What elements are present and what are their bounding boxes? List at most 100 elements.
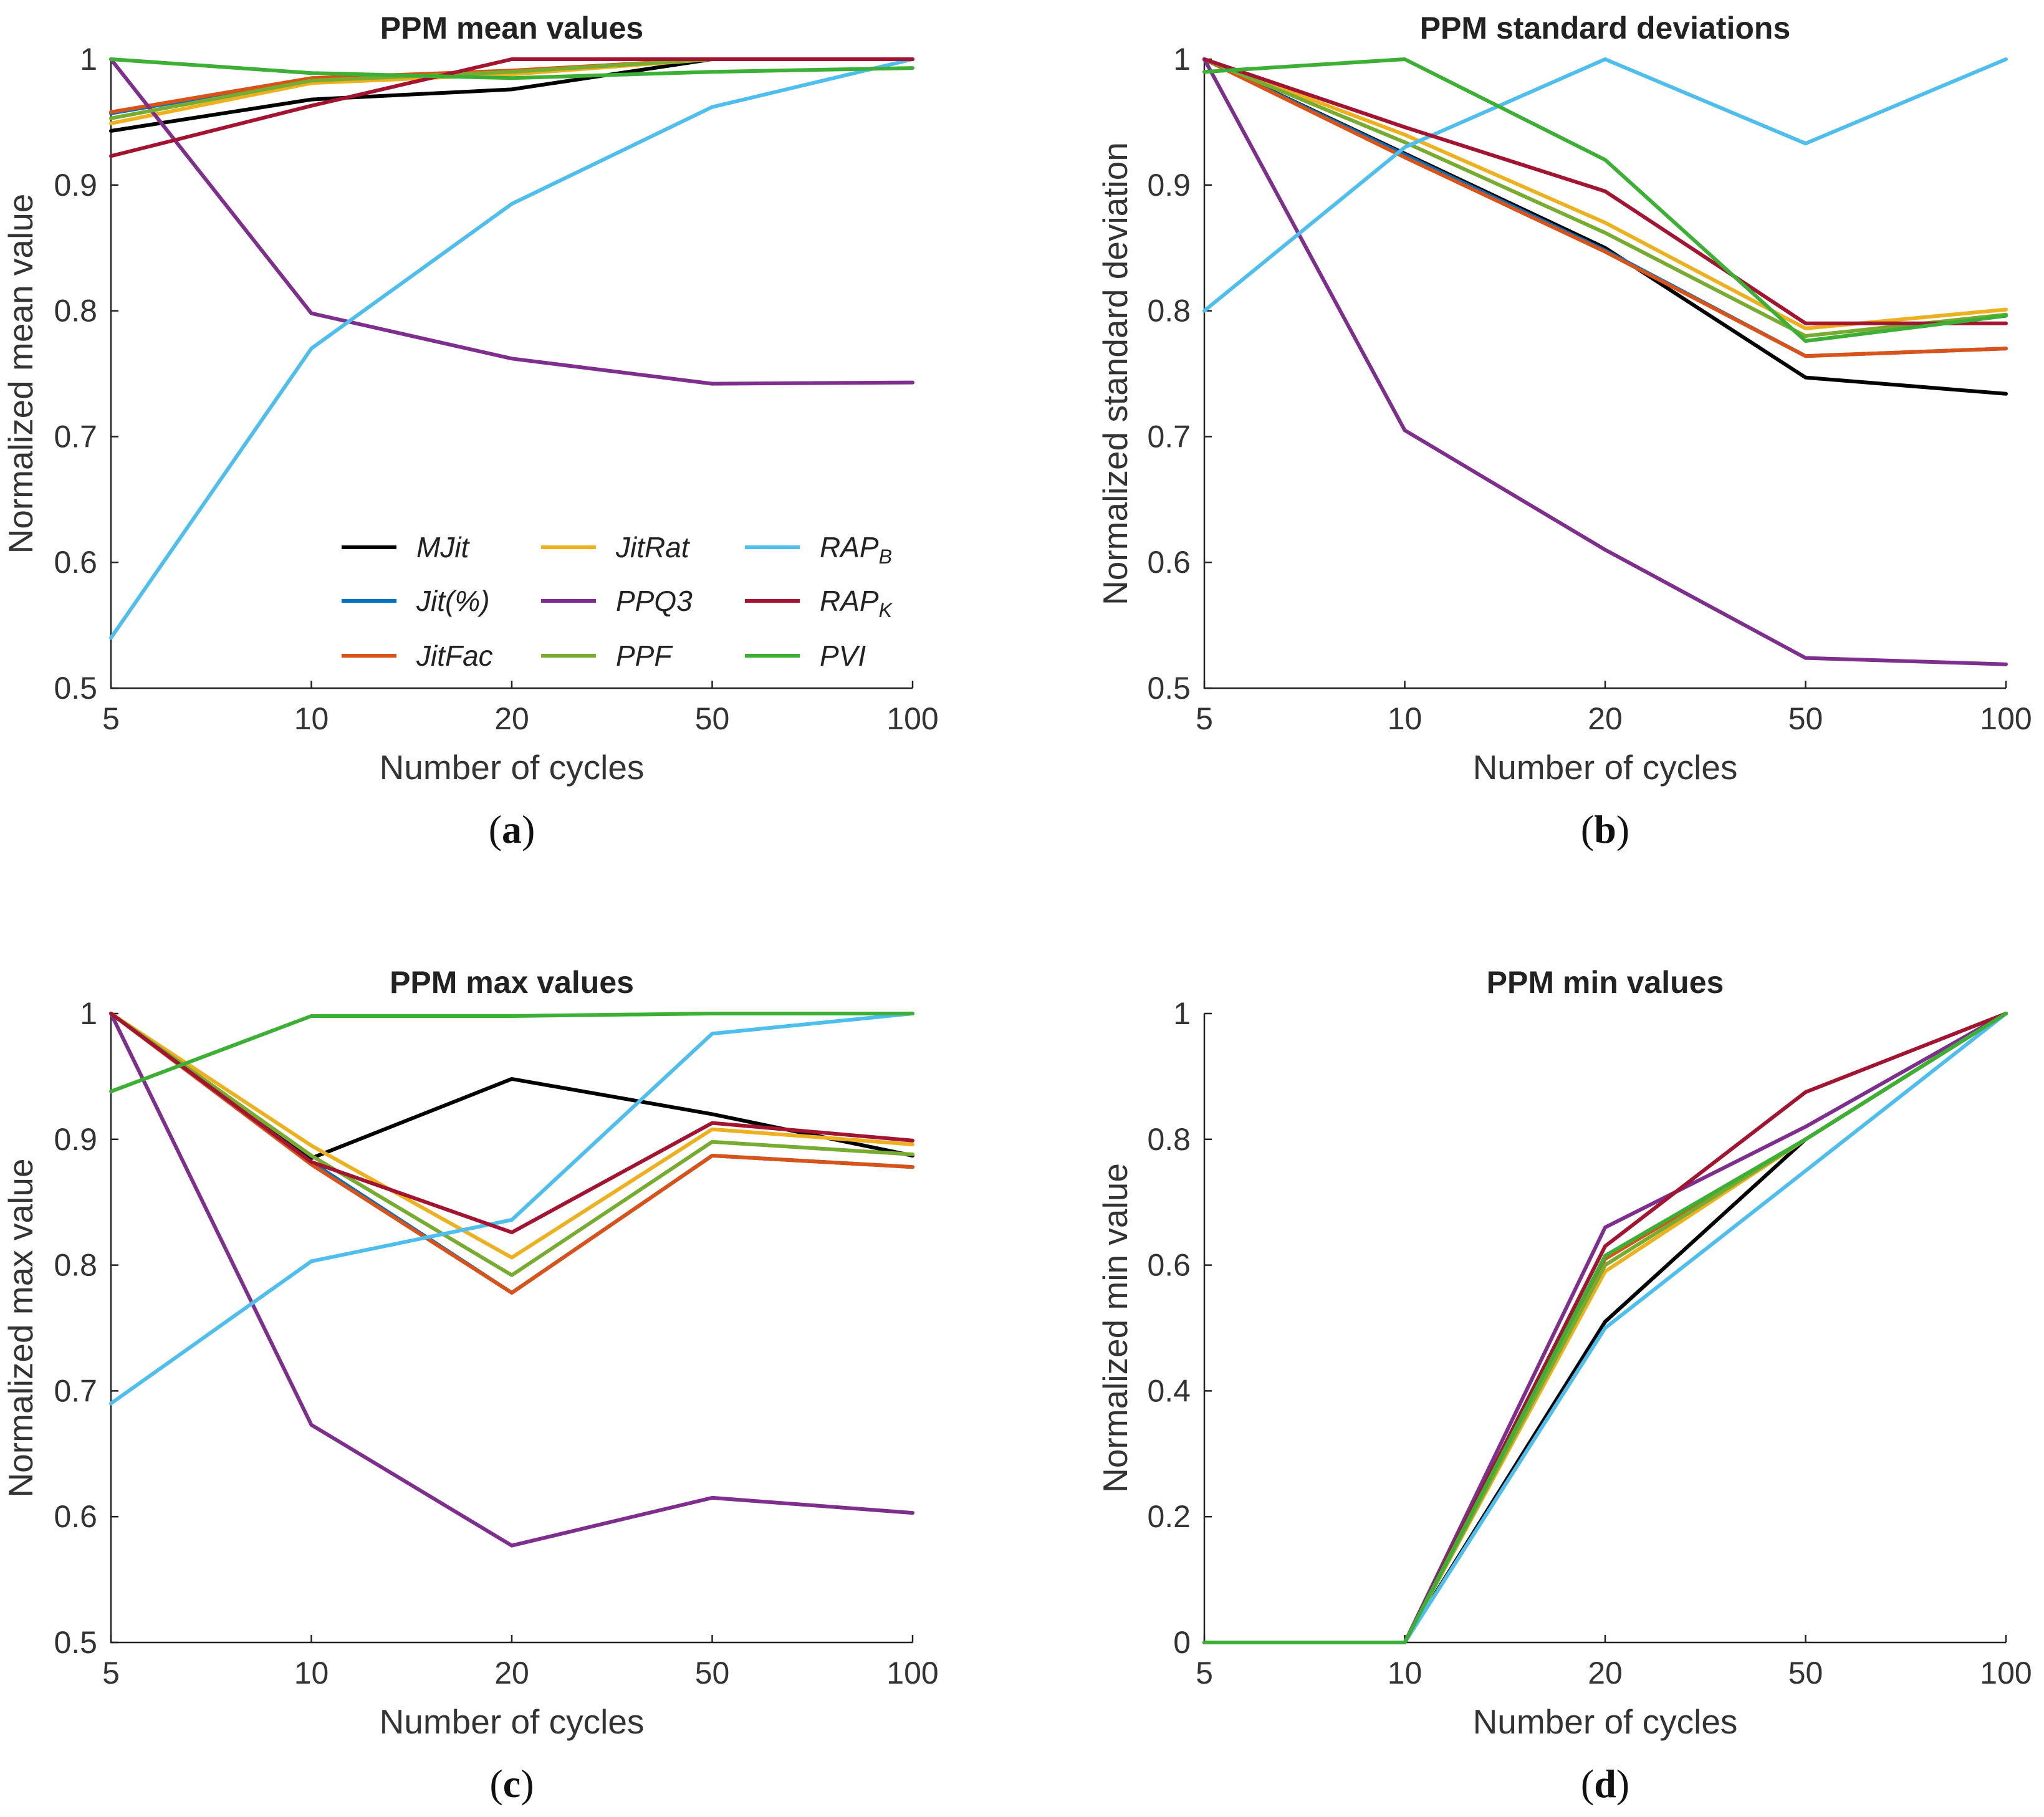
series-line-rap-b	[1202, 57, 2008, 313]
series-line-jitfac	[109, 1012, 914, 1295]
series-line-pvi	[1202, 57, 2008, 343]
panel-caption: (b)	[1581, 807, 1629, 851]
x-tick-label: 50	[1788, 1656, 1823, 1690]
y-tick-label: 0.6	[1147, 545, 1191, 580]
series-line-pvi	[1202, 1012, 2008, 1644]
legend-label: PPQ3	[616, 585, 693, 617]
y-tick-label: 0.5	[1147, 671, 1191, 706]
x-tick-label: 10	[1388, 1656, 1423, 1690]
panel-a: PPM mean values 0.5 0.6 0.7 0.8 0.9 1 5 10 20 50 10…	[1, 11, 939, 851]
y-tick-label: 1	[1173, 996, 1191, 1031]
x-tick-label: 100	[886, 1656, 938, 1690]
y-tick-label: 1	[1173, 42, 1191, 77]
series-line-pvi	[109, 1012, 914, 1094]
axes	[110, 59, 913, 689]
y-tick-label: 0.7	[54, 1373, 97, 1408]
x-tick-label: 5	[1196, 1656, 1213, 1690]
x-tick-label: 100	[886, 701, 938, 736]
x-tick-label: 5	[102, 701, 120, 736]
y-tick-label: 0.7	[54, 419, 97, 454]
x-tick-label: 5	[1196, 701, 1213, 736]
panel-d: PPM min values 0 0.2 0.4 0.6 0.8 1 5 10 20 50 100 Nu…	[1096, 965, 2032, 1806]
x-tick-label: 100	[1980, 701, 2032, 736]
x-axis-label: Number of cycles	[380, 748, 645, 787]
panel-caption: (d)	[1581, 1762, 1629, 1806]
panel-caption-letter: b	[1594, 807, 1616, 851]
y-axis-label: Normalized max value	[1, 1158, 40, 1497]
x-tick-label: 10	[294, 1656, 329, 1690]
axes	[1203, 59, 2006, 689]
panel-caption-letter: d	[1594, 1762, 1616, 1806]
series-line-rap-b	[109, 1012, 914, 1406]
y-tick-label: 1	[80, 42, 97, 77]
y-tick-label: 0.8	[54, 1248, 97, 1283]
series-line-ppq3	[1202, 57, 2008, 666]
series-line-ppf	[109, 1012, 914, 1277]
legend-label: JitRat	[615, 531, 691, 563]
x-tick-label: 20	[1588, 701, 1623, 736]
axes	[110, 1014, 913, 1644]
y-tick-label: 0.6	[1147, 1248, 1191, 1283]
legend-label: PVI	[820, 640, 866, 672]
y-tick-label: 0.8	[54, 294, 97, 328]
y-tick-label: 0.5	[54, 671, 97, 706]
series-line-rap-b	[1202, 1012, 2008, 1644]
y-tick-label: 0.2	[1147, 1499, 1191, 1534]
legend-label: JitFac	[416, 640, 493, 672]
y-tick-label: 0.6	[54, 545, 97, 580]
x-tick-label: 20	[1588, 1656, 1623, 1690]
y-tick-label: 1	[80, 996, 97, 1031]
x-tick-label: 50	[695, 701, 730, 736]
series-line-pvi	[109, 57, 914, 80]
x-tick-label: 10	[294, 701, 329, 736]
chart-title: PPM min values	[1487, 965, 1724, 1000]
legend-label: RAPB	[820, 531, 892, 568]
panel-caption-letter: c	[503, 1762, 521, 1806]
panel-c: PPM max values 0.5 0.6 0.7 0.8 0.9 1 5 10 20 50 100…	[1, 965, 939, 1806]
x-tick-label: 50	[1788, 701, 1823, 736]
y-axis-label: Normalized standard deviation	[1096, 142, 1135, 605]
y-tick-label: 0.4	[1147, 1373, 1191, 1408]
y-tick-label: 0.9	[54, 168, 97, 203]
y-axis-label: Normalized mean value	[1, 194, 40, 554]
x-tick-label: 5	[102, 1656, 120, 1690]
legend-label: PPF	[616, 640, 673, 672]
y-tick-label: 0.7	[1147, 419, 1191, 454]
y-tick-label: 0	[1173, 1625, 1191, 1660]
legend-label: RAPK	[820, 585, 893, 621]
x-tick-label: 100	[1980, 1656, 2032, 1690]
series-line-rap-k	[1202, 57, 2008, 325]
x-tick-label: 10	[1388, 701, 1423, 736]
x-tick-label: 20	[494, 701, 529, 736]
y-tick-label: 0.9	[54, 1122, 97, 1157]
series-line-rap-k	[109, 57, 914, 158]
y-tick-label: 0.8	[1147, 1122, 1191, 1157]
y-axis-label: Normalized min value	[1096, 1163, 1135, 1493]
y-tick-label: 0.5	[54, 1625, 97, 1660]
x-tick-label: 20	[494, 1656, 529, 1690]
series-line-ppq3	[109, 1012, 914, 1548]
series-line-ppf	[1202, 57, 2008, 338]
series-line-jitfac	[1202, 57, 2008, 358]
x-axis-label: Number of cycles	[380, 1702, 645, 1741]
x-axis-label: Number of cycles	[1473, 1702, 1738, 1741]
legend: MJit Jit(%) JitFac JitRat PPQ3 PPF RAPB RAPK PVI	[342, 531, 893, 672]
chart-title: PPM max values	[390, 965, 634, 1000]
panel-caption-letter: a	[502, 807, 522, 851]
series-line-rap-k	[109, 1012, 914, 1235]
series-line-ppq3	[109, 57, 914, 386]
legend-label: MJit	[416, 531, 471, 563]
panel-b: PPM standard deviations 0.5 0.6 0.7 0.8 0.9 1 5…	[1096, 11, 2032, 851]
legend-label: Jit(%)	[416, 585, 490, 617]
panel-caption: (a)	[489, 807, 535, 851]
chart-title: PPM standard deviations	[1420, 11, 1791, 46]
x-tick-label: 50	[695, 1656, 730, 1690]
series-line-rap-b	[109, 57, 914, 640]
series-line-jit	[109, 1012, 914, 1295]
panel-caption: (c)	[489, 1762, 534, 1806]
y-tick-label: 0.6	[54, 1499, 97, 1534]
chart-title: PPM mean values	[380, 11, 643, 46]
y-tick-label: 0.9	[1147, 168, 1191, 203]
x-axis-label: Number of cycles	[1473, 748, 1738, 787]
